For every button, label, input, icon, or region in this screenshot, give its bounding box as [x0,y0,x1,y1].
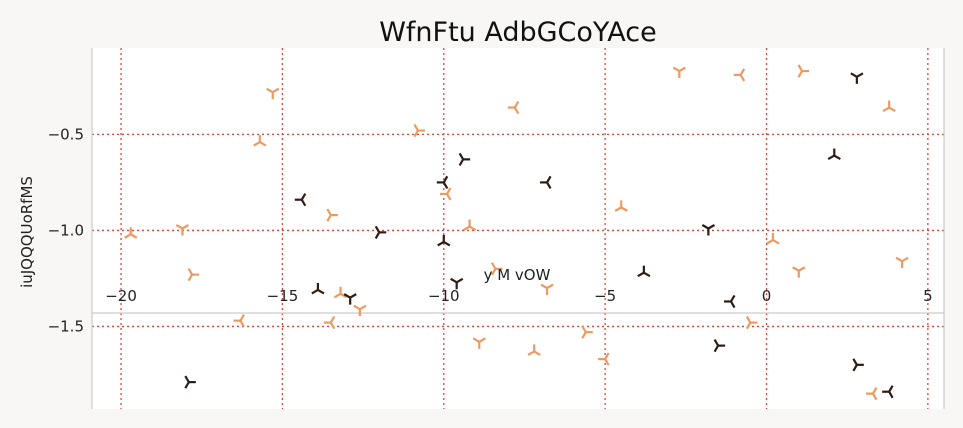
plot-background [92,48,944,409]
data-point [294,193,307,207]
data-point [124,227,138,239]
data-point [323,315,336,330]
axis-spines [91,48,945,409]
x-tick-label: 5 [923,287,933,305]
data-point [882,385,894,399]
data-point [311,282,325,295]
x-tick-label: −10 [428,287,460,305]
data-point [374,225,387,239]
data-point [353,304,367,317]
data-markers [124,64,909,401]
data-point [713,339,726,353]
y-tick-label: −1.5 [48,317,84,335]
x-tick-label: −20 [105,287,137,305]
grid-lines [92,48,944,409]
y-tick-label: −0.5 [48,125,84,143]
data-point [187,267,200,282]
data-point [507,100,520,115]
data-point [472,337,486,349]
data-point [637,265,651,278]
data-point [437,234,451,247]
data-point [540,175,552,190]
data-point [701,224,716,236]
data-point [253,135,267,147]
data-point [852,358,864,372]
x-axis-label: y M vOW [484,266,551,284]
data-point [266,87,280,100]
data-point [184,375,196,389]
data-point [745,315,758,330]
tick-labels: −20 −15 −10 −5 0 5 −0.5 −1.0 −1.5 [48,125,933,335]
data-point [233,314,245,328]
data-point [866,387,878,401]
data-point [827,148,841,160]
data-point [333,286,348,299]
y-tick-label: −1.0 [48,221,84,239]
chart-title: WfnFtu AdbGCoYAce [379,17,657,48]
data-point [614,200,628,212]
data-point [326,208,338,222]
data-point [797,64,809,78]
data-point [895,256,909,269]
data-point [436,175,449,190]
data-point [450,277,464,290]
x-tick-label: −5 [594,287,616,305]
data-point [882,100,896,112]
data-point [440,187,452,201]
data-point [413,123,425,138]
data-point [598,352,610,366]
y-axis-label: iuJQQQUoRfMS [18,176,36,288]
data-point [733,68,746,82]
data-point [672,66,686,79]
data-point [175,224,189,236]
data-point [458,152,471,166]
data-point [540,283,554,296]
x-tick-label: −15 [267,287,299,305]
data-point [581,325,593,339]
x-tick-label: 0 [762,287,772,305]
data-point [766,233,780,245]
data-point [490,262,503,276]
data-point [527,344,541,356]
data-point [462,219,477,232]
data-point [724,294,736,309]
data-point [343,293,357,305]
data-point [792,266,806,278]
data-point [850,72,864,84]
